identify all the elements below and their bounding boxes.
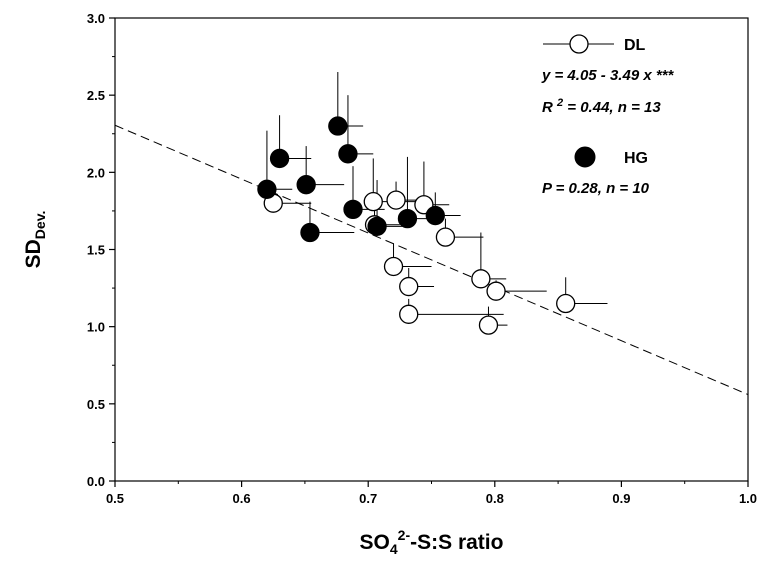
legend-hg-label: HG xyxy=(624,150,648,167)
fit-layer xyxy=(114,124,749,396)
hg-point xyxy=(338,144,358,164)
dl-point xyxy=(399,304,419,324)
point-layer xyxy=(257,116,576,335)
dl-regression-equation: y = 4.05 - 3.49 x *** xyxy=(541,67,675,84)
x-tick-label-3: 0.8 xyxy=(486,491,504,506)
hg-point xyxy=(343,199,363,220)
y-tick-label-0: 0.0 xyxy=(87,474,105,489)
dl-r2-stat: R 2 = 0.44, n = 13 xyxy=(542,97,661,116)
x-tick-label-0: 0.5 xyxy=(106,491,124,506)
hg-point xyxy=(328,116,348,136)
legend: DL y = 4.05 - 3.49 x *** R 2 = 0.44, n =… xyxy=(541,34,675,197)
dl-point xyxy=(435,227,456,247)
dl-point xyxy=(478,315,499,335)
y-tick-label-4: 2.0 xyxy=(87,165,105,180)
x-axis-title-sub: 4 xyxy=(390,541,398,557)
y-tick-label-2: 1.0 xyxy=(87,320,105,335)
legend-hg-marker xyxy=(574,146,596,168)
y-axis-title: SDDev. xyxy=(22,211,48,269)
y-axis-title-base: SD xyxy=(22,239,45,268)
dl-regression-line xyxy=(114,124,749,396)
dl-point xyxy=(386,190,406,210)
x-tick-label-4: 0.9 xyxy=(612,491,630,506)
dl-point xyxy=(383,256,404,277)
dl-point xyxy=(486,281,506,301)
hg-point xyxy=(367,216,387,237)
y-tick-label-5: 2.5 xyxy=(87,88,105,103)
dl-r2-rest: = 0.44, n = 13 xyxy=(563,99,661,116)
dl-point xyxy=(399,276,419,297)
hg-point xyxy=(257,179,277,199)
dl-point xyxy=(556,293,576,314)
legend-entry-dl: DL xyxy=(543,34,646,54)
y-axis: 0.0 0.5 1.0 1.5 2.0 2.5 3.0 xyxy=(87,11,115,489)
legend-dl-marker xyxy=(569,34,589,54)
x-axis-title: SO42--S:S ratio xyxy=(360,527,504,557)
x-axis: 0.5 0.6 0.7 0.8 0.9 1.0 xyxy=(106,481,757,506)
x-axis-title-sup: 2- xyxy=(398,527,411,543)
hg-point xyxy=(300,222,320,243)
legend-entry-hg: HG xyxy=(574,146,648,168)
dl-r2-prefix: R xyxy=(542,99,557,116)
plot-frame xyxy=(114,17,749,482)
hg-point xyxy=(269,148,290,169)
hg-p-stat: P = 0.28, n = 10 xyxy=(542,180,650,197)
x-tick-label-2: 0.7 xyxy=(359,491,377,506)
hg-point xyxy=(397,208,418,229)
dl-r2-sup: 2 xyxy=(556,97,563,109)
x-axis-title-rest: -S:S ratio xyxy=(410,531,503,554)
dl-point xyxy=(363,192,383,212)
x-axis-title-base: SO xyxy=(360,531,390,554)
y-tick-label-3: 1.5 xyxy=(87,243,105,258)
hg-point xyxy=(296,175,316,195)
hg-point xyxy=(425,205,445,226)
x-tick-label-1: 0.6 xyxy=(233,491,251,506)
y-tick-label-6: 3.0 xyxy=(87,11,105,26)
x-tick-label-5: 1.0 xyxy=(739,491,757,506)
legend-dl-label: DL xyxy=(624,37,646,54)
dl-point xyxy=(471,269,491,289)
plot-area xyxy=(114,17,749,482)
y-axis-title-sub: Dev. xyxy=(32,211,48,240)
y-tick-label-1: 0.5 xyxy=(87,397,105,412)
